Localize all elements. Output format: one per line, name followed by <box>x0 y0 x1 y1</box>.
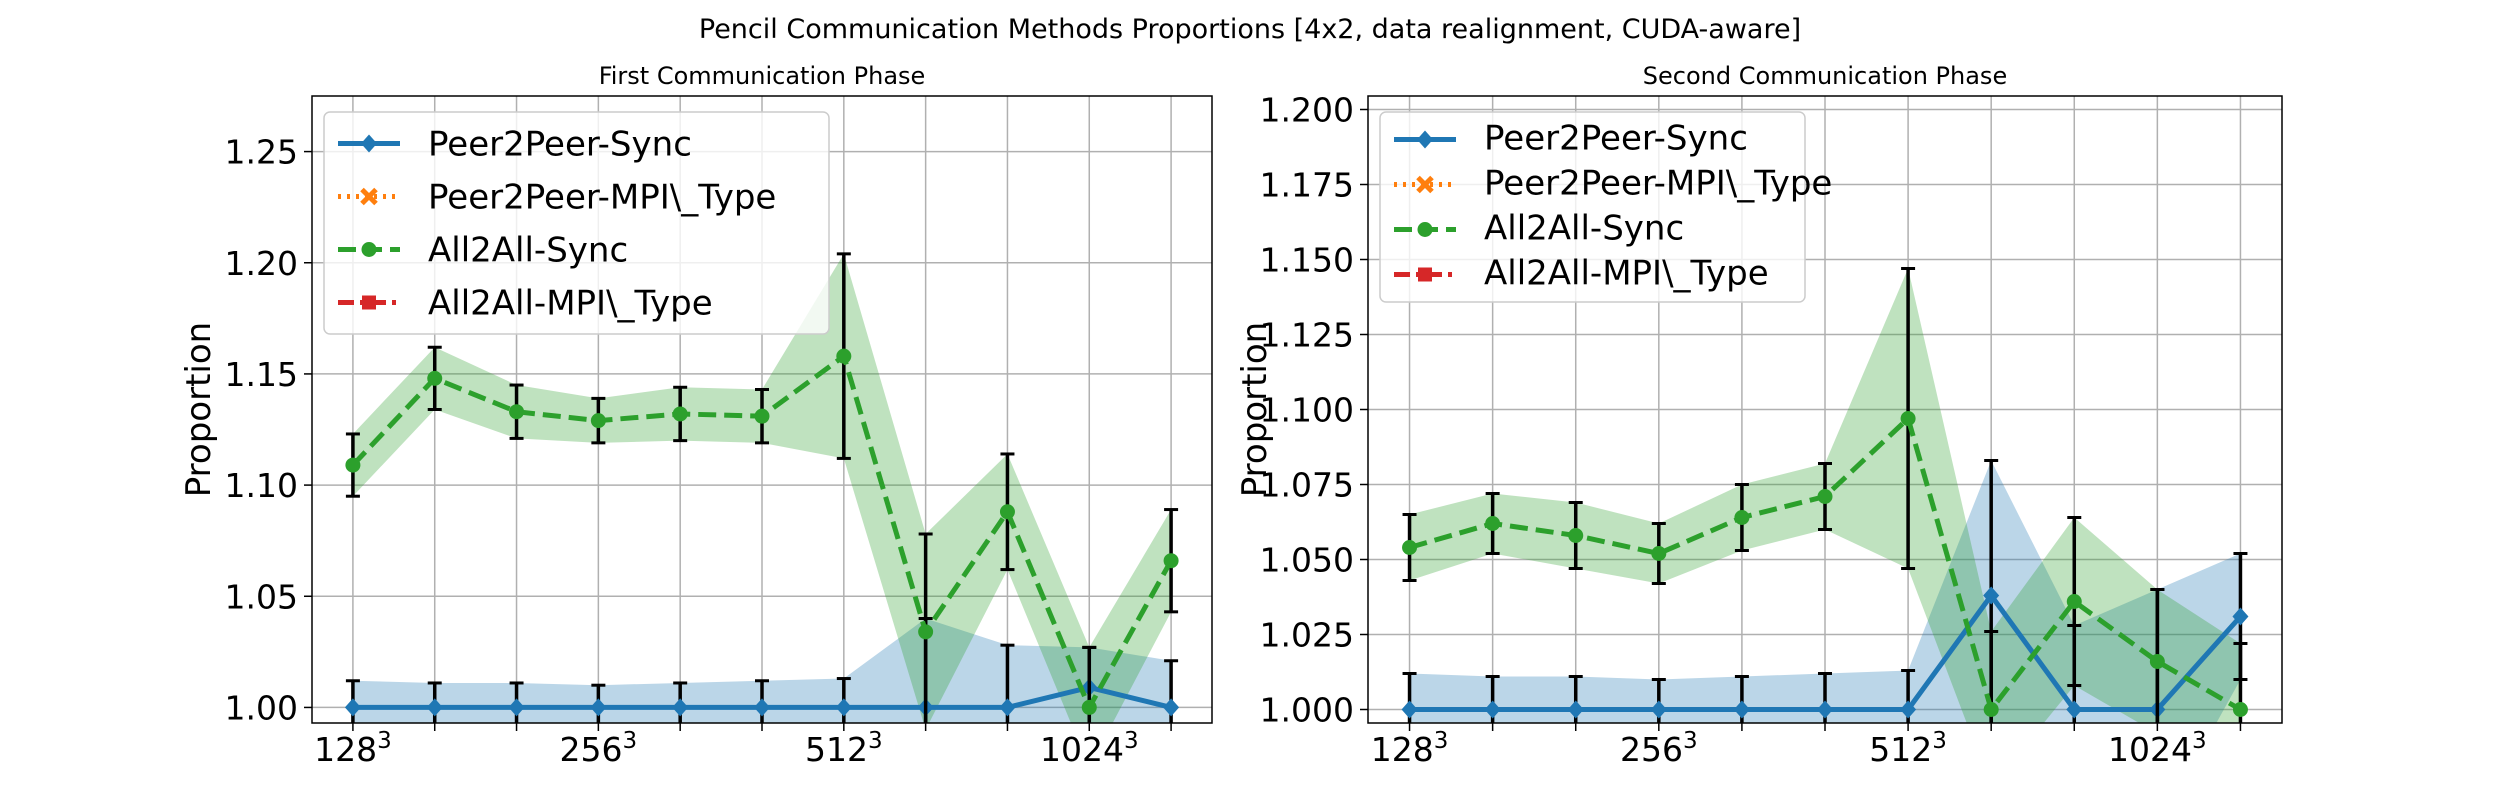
data-point <box>426 698 443 717</box>
data-point <box>1651 546 1667 561</box>
data-point <box>1650 700 1667 719</box>
y-tick-label: 1.10 <box>225 466 298 505</box>
y-tick-label: 1.125 <box>1260 316 1354 355</box>
data-point <box>1734 510 1750 525</box>
legend-marker <box>362 295 376 310</box>
data-point <box>1817 489 1833 504</box>
data-point <box>1484 700 1501 719</box>
legend: Peer2Peer-Sync Peer2Peer-MPI\_Type All2All… <box>1379 111 1832 303</box>
data-point <box>836 348 852 364</box>
data-point <box>2232 702 2248 717</box>
y-tick-label: 1.200 <box>1260 91 1354 130</box>
data-point <box>427 370 443 386</box>
figure-title: Pencil Communication Methods Proportions… <box>699 14 1801 45</box>
y-axis-label: Proportion <box>179 322 219 497</box>
legend-box <box>1379 111 1806 303</box>
x-tick-label: 1283 <box>1371 728 1449 769</box>
legend-marker <box>361 134 377 153</box>
legend-label: All2All-Sync <box>428 231 628 271</box>
plot-area <box>1401 267 2249 723</box>
data-point <box>344 698 361 717</box>
legend-label: Peer2Peer-MPI\_Type <box>428 178 776 218</box>
x-tick-label: 1283 <box>314 728 392 769</box>
legend-marker <box>360 187 378 206</box>
y-tick-label: 1.175 <box>1260 166 1354 205</box>
x-tick-label: 10243 <box>1040 728 1139 769</box>
legend: Peer2Peer-Sync Peer2Peer-MPI\_Type All2All… <box>323 111 830 335</box>
data-point <box>1401 700 1418 719</box>
data-point <box>509 404 525 420</box>
legend-label: Peer2Peer-MPI\_Type <box>1484 164 1832 204</box>
error-band <box>352 253 1172 723</box>
data-point <box>1568 528 1584 543</box>
legend-marker <box>1418 267 1432 282</box>
legend-marker <box>1417 222 1433 237</box>
panel-2: Second Communication Phase 1.000 1.025 1.05… <box>1235 62 2283 769</box>
legend-marker <box>1417 130 1433 149</box>
data-point <box>754 698 770 717</box>
x-tick-label: 10243 <box>2108 728 2207 769</box>
data-point <box>672 406 688 422</box>
y-tick-label: 1.025 <box>1260 616 1354 655</box>
data-point <box>1163 553 1179 569</box>
data-point <box>1485 516 1501 531</box>
y-axis-label: Proportion <box>1235 322 1275 497</box>
data-point <box>590 698 607 717</box>
data-point <box>1983 702 1999 717</box>
y-tick-label: 1.05 <box>225 577 298 616</box>
x-tick-label: 5123 <box>805 728 883 769</box>
data-point <box>1163 698 1180 717</box>
x-tick-label: 5123 <box>1869 728 1947 769</box>
plot-area <box>344 252 1180 723</box>
data-point <box>2232 607 2249 626</box>
y-tick-label: 1.20 <box>225 244 298 283</box>
data-point <box>1733 700 1750 719</box>
legend-label: All2All-MPI\_Type <box>1484 254 1769 294</box>
data-point <box>835 698 852 717</box>
data-point <box>1983 586 2000 605</box>
legend-label: All2All-Sync <box>1484 209 1684 249</box>
legend-marker <box>361 242 377 257</box>
legend-label: All2All-MPI\_Type <box>428 284 713 324</box>
data-point <box>590 413 606 429</box>
data-point <box>1567 700 1584 719</box>
data-point <box>1081 699 1097 715</box>
data-point <box>672 698 689 717</box>
error-band <box>352 618 1172 723</box>
legend-label: Peer2Peer-Sync <box>428 125 692 165</box>
y-tick-label: 1.000 <box>1260 691 1354 730</box>
panel-title: Second Communication Phase <box>1643 62 2007 90</box>
data-point <box>508 698 525 717</box>
y-tick-label: 1.050 <box>1260 541 1354 580</box>
panel-1: First Communication Phase 1.00 1.05 1.10 1.1… <box>179 62 1213 769</box>
data-point <box>1402 540 1418 555</box>
panel-title: First Communication Phase <box>599 62 926 90</box>
y-tick-label: 1.100 <box>1260 391 1354 430</box>
data-point <box>754 408 770 424</box>
y-tick-label: 1.25 <box>225 133 298 172</box>
y-tick-label: 1.075 <box>1260 466 1354 505</box>
data-point <box>2149 654 2165 669</box>
data-point <box>1817 700 1833 719</box>
data-point <box>999 698 1016 717</box>
legend-box <box>323 111 830 335</box>
y-tick-label: 1.15 <box>225 355 298 394</box>
data-point <box>2066 594 2082 609</box>
y-tick-label: 1.00 <box>225 688 298 727</box>
legend-marker <box>1416 175 1434 194</box>
data-point <box>1900 411 1916 426</box>
data-point <box>2066 700 2083 719</box>
data-point <box>999 504 1015 520</box>
x-tick-label: 2563 <box>560 728 638 769</box>
legend-label: Peer2Peer-Sync <box>1484 119 1748 159</box>
data-point <box>345 457 361 473</box>
data-point <box>1900 700 1917 719</box>
data-point <box>918 624 934 640</box>
x-tick-label: 2563 <box>1620 728 1698 769</box>
y-tick-label: 1.150 <box>1260 241 1354 280</box>
